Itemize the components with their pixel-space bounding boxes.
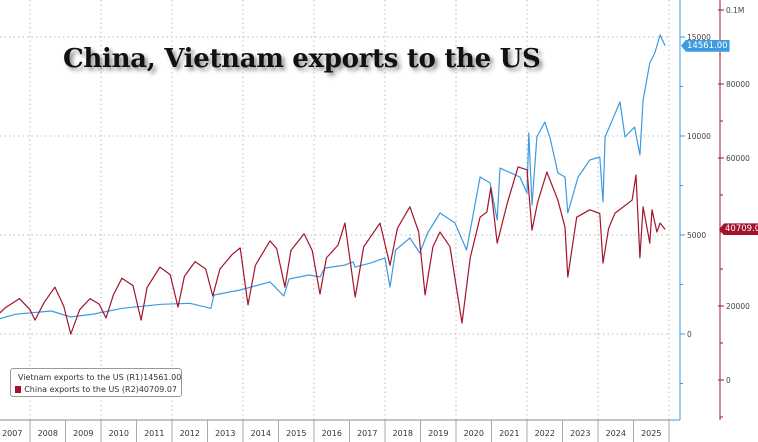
last-value-tag-vietnam: 14561.00 — [681, 39, 730, 52]
x-tick-label: 2012 — [180, 429, 200, 438]
x-tick-label: 2011 — [144, 429, 164, 438]
legend-value: 14561.00 — [143, 372, 182, 382]
r2-tick-label: 0.1M — [726, 6, 744, 15]
legend-item-china: China exports to the US (R2) 40709.07 — [15, 383, 177, 395]
x-tick-label: 2020 — [464, 429, 484, 438]
r2-tick-label: 20000 — [726, 302, 750, 311]
x-tick-label: 2009 — [73, 429, 93, 438]
x-tick-label: 2022 — [535, 429, 555, 438]
r2-tick-label: 80000 — [726, 80, 750, 89]
r1-tick-label: 15000 — [687, 33, 711, 42]
x-tick-label: 2024 — [606, 429, 626, 438]
r2-tick-label: 0 — [726, 376, 731, 385]
x-tick-label: 2010 — [109, 429, 129, 438]
x-tick-label: 2007 — [2, 429, 22, 438]
x-tick-label: 2019 — [428, 429, 448, 438]
x-tick-label: 2017 — [357, 429, 377, 438]
chart-title: China, Vietnam exports to the US — [63, 44, 541, 74]
series-line-vietnam — [0, 34, 666, 320]
x-tick-label: 2021 — [499, 429, 519, 438]
last-value-tag-china: 40709.07 — [719, 223, 758, 236]
r1-tick-label: 10000 — [687, 132, 711, 141]
legend: Vietnam exports to the US (R1) 14561.00 … — [10, 368, 182, 397]
legend-item-vietnam: Vietnam exports to the US (R1) 14561.00 — [15, 371, 181, 383]
r2-tick-label: 60000 — [726, 154, 750, 163]
x-tick-label: 2025 — [641, 429, 661, 438]
x-tick-label: 2013 — [215, 429, 235, 438]
series-line-china — [0, 166, 666, 335]
x-tick-label: 2023 — [570, 429, 590, 438]
legend-swatch-china — [15, 385, 22, 393]
x-tick-label: 2016 — [322, 429, 342, 438]
x-tick-label: 2018 — [393, 429, 413, 438]
x-tick-label: 2015 — [286, 429, 306, 438]
legend-value: 40709.07 — [138, 384, 177, 394]
r1-tick-label: 5000 — [687, 231, 706, 240]
r1-tick-label: 0 — [687, 330, 692, 339]
legend-label: China exports to the US (R2) — [24, 384, 139, 394]
x-tick-label: 2014 — [251, 429, 271, 438]
legend-label: Vietnam exports to the US (R1) — [18, 372, 144, 382]
x-tick-label: 2008 — [38, 429, 58, 438]
